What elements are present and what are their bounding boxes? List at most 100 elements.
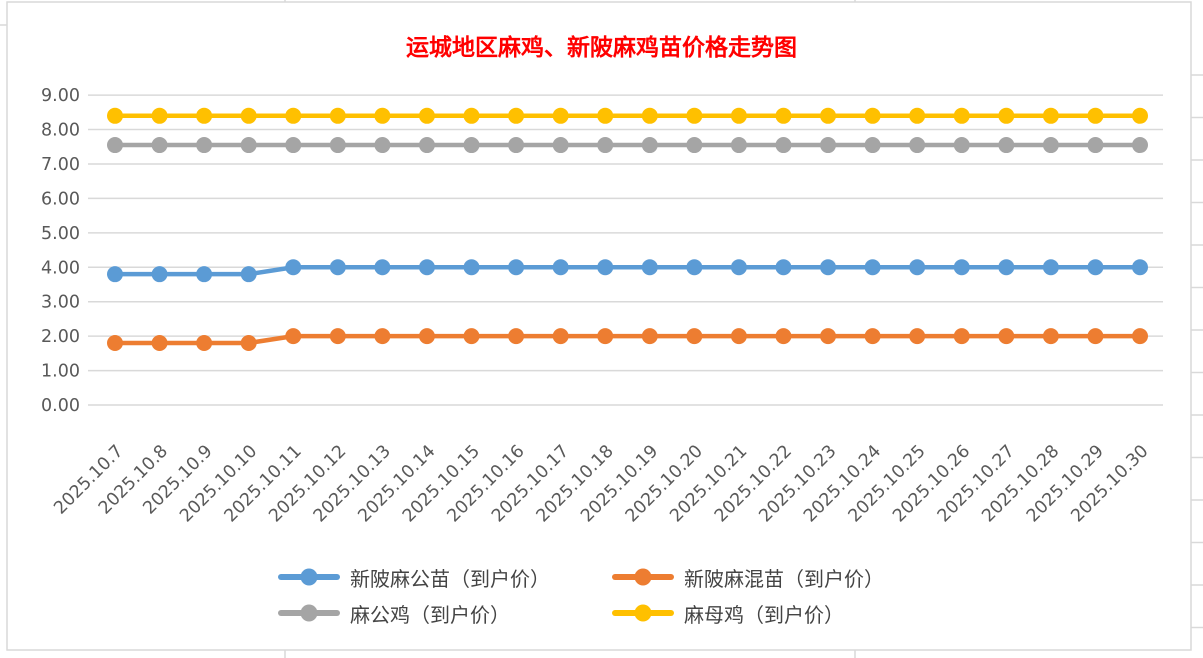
data-point-marker <box>953 137 970 154</box>
data-point-marker <box>107 266 123 283</box>
data-point-marker <box>953 107 970 124</box>
data-point-marker <box>730 259 747 276</box>
data-point-marker <box>508 259 525 276</box>
data-point-marker <box>196 137 213 154</box>
data-point-marker <box>864 328 881 345</box>
data-point-marker <box>775 107 792 124</box>
data-point-marker <box>196 266 213 283</box>
data-point-marker <box>1132 107 1148 124</box>
data-point-marker <box>151 266 168 283</box>
legend-marker-gray <box>278 604 340 622</box>
data-point-marker <box>463 259 480 276</box>
data-point-marker <box>864 107 881 124</box>
legend-label: 麻母鸡（到户价） <box>684 602 844 627</box>
data-point-marker <box>597 137 614 154</box>
series-2 <box>107 137 1148 154</box>
series-0 <box>107 259 1148 283</box>
y-axis-tick-label: 4.00 <box>41 258 80 278</box>
data-point-marker <box>641 137 658 154</box>
data-point-marker <box>374 328 391 345</box>
data-point-marker <box>597 107 614 124</box>
chart-title[interactable]: 运城地区麻鸡、新陂麻鸡苗价格走势图 <box>406 34 797 61</box>
data-point-marker <box>1087 328 1104 345</box>
series-3 <box>107 107 1148 124</box>
data-point-marker <box>151 137 168 154</box>
data-point-marker <box>1132 259 1148 276</box>
data-point-marker <box>864 259 881 276</box>
data-point-marker <box>686 107 703 124</box>
data-point-marker <box>820 107 837 124</box>
data-point-marker <box>107 107 123 124</box>
data-point-marker <box>953 328 970 345</box>
data-point-marker <box>552 107 569 124</box>
data-point-marker <box>909 259 926 276</box>
data-point-marker <box>597 259 614 276</box>
data-point-marker <box>508 107 525 124</box>
legend-item-gong-miao[interactable]: 新陂麻公苗（到户价） <box>278 565 550 591</box>
data-point-marker <box>909 328 926 345</box>
legend-marker-blue <box>278 568 340 586</box>
data-point-marker <box>508 328 525 345</box>
data-point-marker <box>285 259 302 276</box>
y-axis-tick-label: 0.00 <box>41 396 80 416</box>
data-point-marker <box>285 328 302 345</box>
data-point-marker <box>775 259 792 276</box>
data-point-marker <box>240 137 257 154</box>
data-point-marker <box>508 137 525 154</box>
data-point-marker <box>418 107 435 124</box>
data-point-marker <box>641 107 658 124</box>
data-point-marker <box>151 335 168 352</box>
data-point-marker <box>418 259 435 276</box>
y-axis-tick-label: 1.00 <box>41 362 80 382</box>
series-1 <box>107 328 1148 352</box>
legend-marker-orange <box>612 568 674 586</box>
data-point-marker <box>1132 137 1148 154</box>
data-point-marker <box>107 335 123 352</box>
data-point-marker <box>240 107 257 124</box>
data-point-marker <box>240 266 257 283</box>
data-point-marker <box>1042 328 1059 345</box>
legend-label: 麻公鸡（到户价） <box>350 602 510 627</box>
data-point-marker <box>730 137 747 154</box>
data-point-marker <box>909 107 926 124</box>
data-point-marker <box>641 259 658 276</box>
legend-item-mu-ji[interactable]: 麻母鸡（到户价） <box>612 601 844 627</box>
data-point-marker <box>552 137 569 154</box>
legend-marker-yellow <box>612 604 674 622</box>
data-point-marker <box>820 137 837 154</box>
data-point-marker <box>820 328 837 345</box>
data-point-marker <box>998 259 1015 276</box>
data-point-marker <box>418 328 435 345</box>
data-point-marker <box>686 328 703 345</box>
y-axis-tick-label: 7.00 <box>41 155 80 175</box>
data-point-marker <box>374 107 391 124</box>
data-point-marker <box>953 259 970 276</box>
data-point-marker <box>597 328 614 345</box>
data-point-marker <box>151 107 168 124</box>
data-point-marker <box>998 107 1015 124</box>
data-point-marker <box>552 259 569 276</box>
data-point-marker <box>374 137 391 154</box>
data-point-marker <box>1042 259 1059 276</box>
data-point-marker <box>329 107 346 124</box>
data-point-marker <box>329 328 346 345</box>
data-point-marker <box>285 107 302 124</box>
data-point-marker <box>329 137 346 154</box>
legend-label: 新陂麻公苗（到户价） <box>350 566 550 591</box>
y-axis-tick-label: 2.00 <box>41 327 80 347</box>
legend-item-gong-ji[interactable]: 麻公鸡（到户价） <box>278 601 510 627</box>
data-point-marker <box>1087 259 1104 276</box>
y-axis-tick-label: 5.00 <box>41 224 80 244</box>
legend-item-hun-miao[interactable]: 新陂麻混苗（到户价） <box>612 565 884 591</box>
y-axis-tick-label: 9.00 <box>41 86 80 106</box>
data-point-marker <box>1132 328 1148 345</box>
data-point-marker <box>329 259 346 276</box>
data-point-marker <box>686 137 703 154</box>
data-point-marker <box>1042 137 1059 154</box>
y-axis-tick-label: 3.00 <box>41 293 80 313</box>
data-point-marker <box>730 328 747 345</box>
data-point-marker <box>909 137 926 154</box>
data-point-marker <box>1087 137 1104 154</box>
